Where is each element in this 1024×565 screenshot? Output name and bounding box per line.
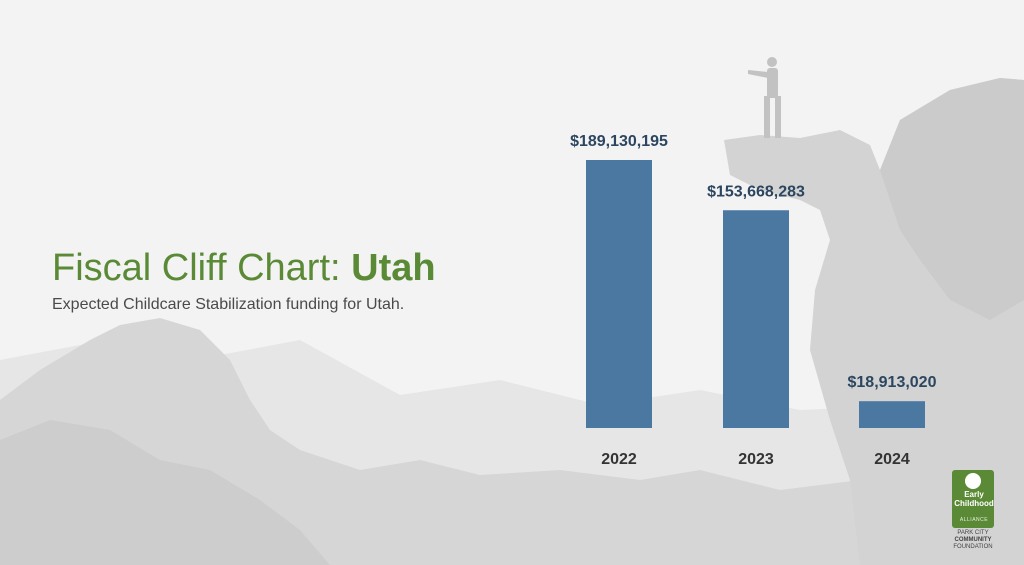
title-state: Utah xyxy=(351,247,436,289)
bar-2022 xyxy=(586,160,652,428)
logo-line-5: COMMUNITY xyxy=(954,537,992,543)
logo-line-2: Childhood xyxy=(954,499,994,508)
value-label-2022: $189,130,195 xyxy=(570,133,668,150)
logo-emblem-icon xyxy=(965,473,981,489)
logo-foundation: PARK CITY COMMUNITY FOUNDATION xyxy=(945,530,1001,551)
page-subtitle: Expected Childcare Stabilization funding… xyxy=(52,296,405,313)
bar-2023 xyxy=(723,210,789,428)
eca-logo: Early Childhood ALLIANCE PARK CITY COMMU… xyxy=(951,470,1011,554)
logo-badge: Early Childhood ALLIANCE xyxy=(952,470,994,528)
value-label-2023: $153,668,283 xyxy=(707,183,805,200)
page-title: Fiscal Cliff Chart: Utah xyxy=(52,246,436,290)
logo-line-3: ALLIANCE xyxy=(959,517,989,523)
bar-chart: $189,130,195 2022 $153,668,283 2023 $18,913,… xyxy=(570,133,937,468)
x-tick-2022: 2022 xyxy=(601,451,637,468)
value-label-2024: $18,913,020 xyxy=(848,374,937,391)
x-tick-2023: 2023 xyxy=(738,451,774,468)
bar-2024 xyxy=(859,401,925,428)
logo-line-4: PARK CITY xyxy=(957,530,989,536)
logo-line-1: Early xyxy=(964,490,984,499)
x-tick-2024: 2024 xyxy=(874,451,910,468)
logo-text: Early Childhood xyxy=(952,490,996,508)
title-block: Fiscal Cliff Chart: Utah Expected Childc… xyxy=(52,246,436,314)
title-prefix: Fiscal Cliff Chart: xyxy=(52,247,352,289)
logo-line-6: FOUNDATION xyxy=(953,544,993,550)
